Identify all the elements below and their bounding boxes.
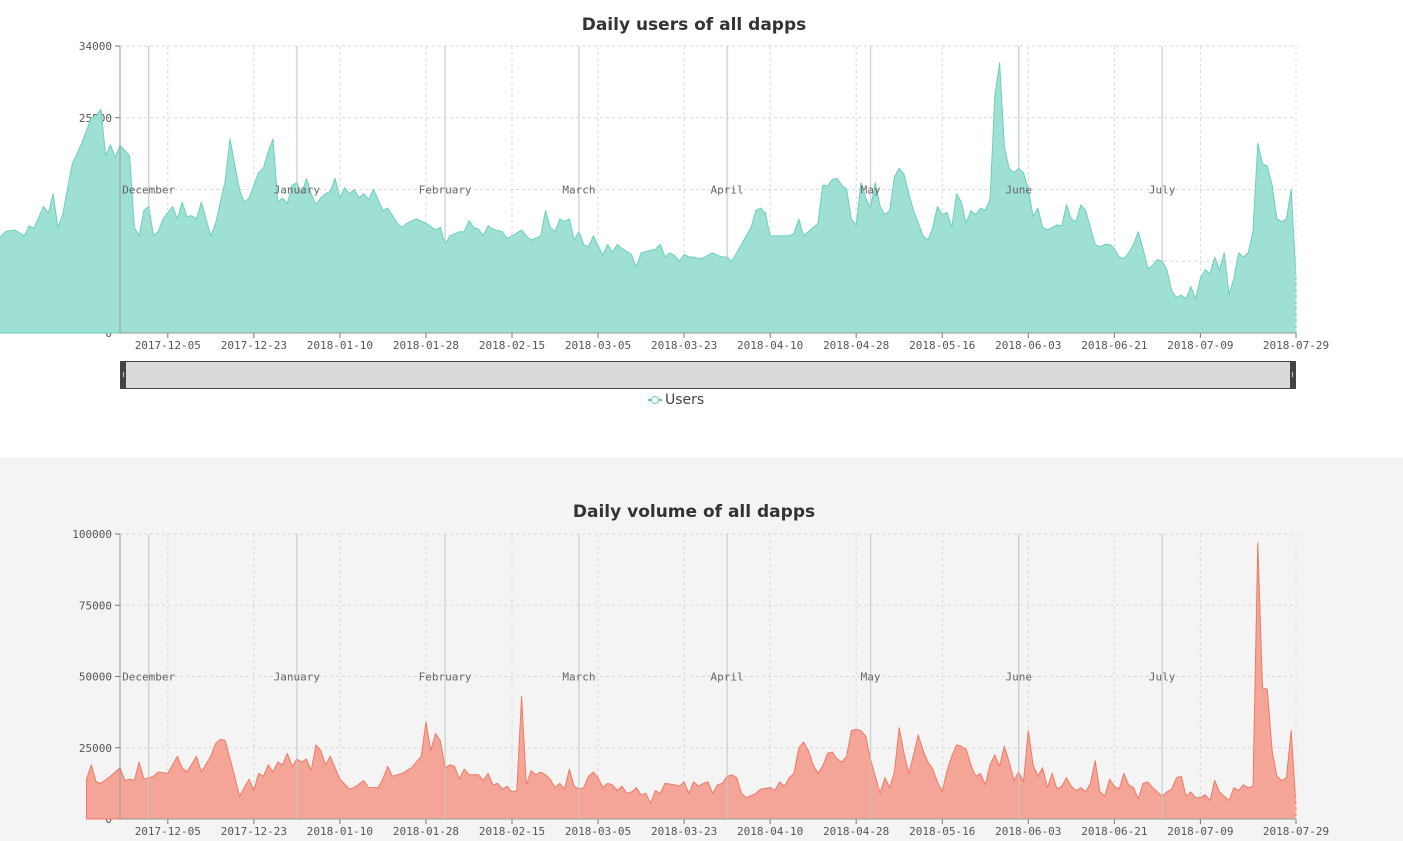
x-tick-label: 2018-06-03 [995, 825, 1061, 838]
y-tick-label: 75000 [79, 599, 112, 612]
users-legend[interactable]: Users [648, 392, 704, 408]
x-tick-label: 2018-01-10 [307, 339, 373, 352]
x-tick-label: 2018-01-10 [307, 825, 373, 838]
x-tick-label: 2018-03-05 [565, 825, 631, 838]
x-tick-label: 2018-05-16 [909, 339, 975, 352]
month-label: July [1149, 671, 1176, 684]
y-tick-label: 25000 [79, 742, 112, 755]
x-tick-label: 2018-04-28 [823, 339, 889, 352]
month-label: May [861, 671, 881, 684]
volume-chart-title: Daily volume of all dapps [572, 502, 816, 522]
y-tick-label: 34000 [79, 40, 112, 53]
series-area-users[interactable] [0, 62, 1297, 334]
x-tick-label: 2017-12-05 [135, 339, 201, 352]
y-tick-label: 100000 [72, 528, 112, 541]
month-label: April [711, 671, 744, 684]
x-tick-label: 2018-06-21 [1081, 339, 1147, 352]
month-label: May [861, 184, 881, 197]
x-tick-label: 2018-04-28 [823, 825, 889, 838]
x-tick-label: 2018-03-05 [565, 339, 631, 352]
x-tick-label: 2018-06-21 [1081, 825, 1147, 838]
x-tick-label: 2018-03-23 [651, 825, 717, 838]
month-label: December [122, 671, 175, 684]
range-navigator[interactable] [120, 361, 1296, 389]
month-label: January [274, 184, 321, 197]
x-tick-label: 2018-06-03 [995, 339, 1061, 352]
x-tick-label: 2018-02-15 [479, 339, 545, 352]
x-tick-label: 2018-04-10 [737, 339, 803, 352]
navigator-right-handle[interactable] [1290, 362, 1295, 388]
x-tick-label: 2018-01-28 [393, 339, 459, 352]
legend-label-users: Users [665, 392, 705, 408]
y-tick-label: 50000 [79, 671, 112, 684]
legend-marker-icon [648, 395, 662, 405]
x-tick-label: 2018-07-09 [1167, 825, 1233, 838]
x-tick-label: 2018-07-29 [1263, 825, 1329, 838]
x-tick-label: 2018-02-15 [479, 825, 545, 838]
month-label: April [711, 184, 744, 197]
month-label: January [274, 671, 321, 684]
x-tick-label: 2018-07-09 [1167, 339, 1233, 352]
month-label: December [122, 184, 175, 197]
x-tick-label: 2017-12-23 [221, 339, 287, 352]
x-tick-label: 2018-04-10 [737, 825, 803, 838]
month-label: June [1005, 184, 1032, 197]
month-label: March [562, 671, 595, 684]
month-label: March [562, 184, 595, 197]
users-chart-panel: Daily users of all dapps 085001700025500… [0, 15, 1330, 408]
month-label: February [419, 671, 472, 684]
x-tick-label: 2017-12-23 [221, 825, 287, 838]
volume-chart-panel: Daily volume of all dapps 02500050000750… [0, 457, 1403, 841]
x-tick-label: 2018-07-29 [1263, 339, 1329, 352]
x-tick-label: 2018-01-28 [393, 825, 459, 838]
x-tick-label: 2017-12-05 [135, 825, 201, 838]
month-label: June [1005, 671, 1032, 684]
x-tick-label: 2018-03-23 [651, 339, 717, 352]
x-tick-label: 2018-05-16 [909, 825, 975, 838]
month-label: July [1149, 184, 1176, 197]
month-label: February [419, 184, 472, 197]
navigator-left-handle[interactable] [121, 362, 126, 388]
users-chart-svg: 085001700025500340002017-12-052017-12-23… [0, 40, 1329, 352]
users-chart-title: Daily users of all dapps [581, 15, 807, 35]
volume-chart-svg: 02500050000750001000002017-12-052017-12-… [72, 528, 1329, 838]
